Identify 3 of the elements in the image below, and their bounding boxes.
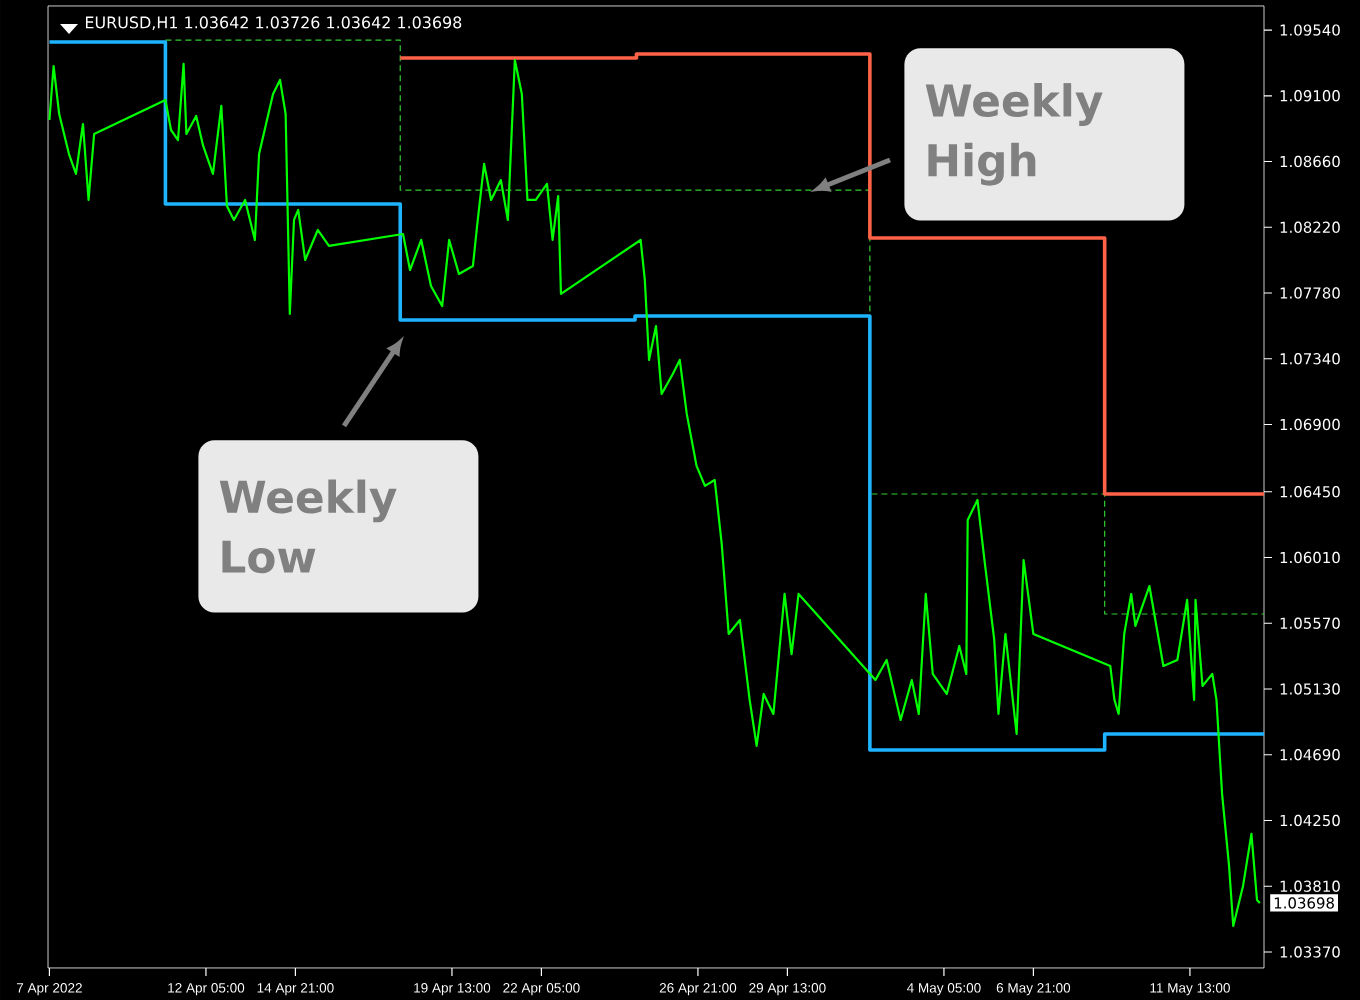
annotation: Weekly High xyxy=(925,83,1103,186)
line-series xyxy=(48,58,1261,928)
annotation: Weekly Low xyxy=(219,479,397,574)
